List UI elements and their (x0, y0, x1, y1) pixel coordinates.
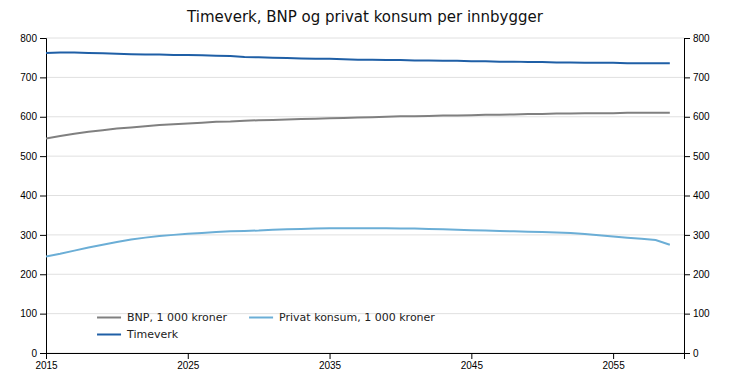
y-axis-tick: 200 (20, 269, 46, 280)
x-axis-tick-label: 2015 (35, 360, 58, 371)
legend-label: BNP, 1 000 kroner (127, 311, 228, 324)
y2-axis-tick-mark (684, 235, 690, 236)
y-axis-tick-mark (40, 235, 46, 236)
y2-axis-tick-label: 100 (693, 308, 710, 319)
y-axis-line (40, 39, 47, 354)
chart-title: Timeverk, BNP og privat konsum per innby… (186, 8, 544, 26)
y-axis-tick-label: 600 (20, 111, 37, 122)
x-axis-tick: 2035 (319, 353, 342, 371)
y2-axis: 0 100 200 300 400 500 600 700 800 (684, 33, 710, 359)
series-group (46, 53, 670, 257)
grid-line (46, 38, 684, 39)
x-axis-tick: 2025 (177, 353, 200, 371)
y-axis-tick: 800 (20, 33, 46, 44)
y-axis-tick-mark (40, 196, 46, 197)
x-axis-tick-label: 2055 (602, 360, 625, 371)
y2-axis-tick-mark (684, 117, 690, 118)
x-axis-tick-label: 2035 (319, 360, 342, 371)
legend-swatch (97, 334, 121, 336)
y-axis-tick-mark (40, 38, 46, 39)
chart-container: Timeverk, BNP og privat konsum per innby… (0, 0, 730, 381)
legend-item: Timeverk (97, 328, 179, 341)
y-axis-tick: 0 (31, 348, 46, 359)
x-axis-tick-mark (330, 353, 331, 359)
y2-axis-tick-label: 600 (693, 111, 710, 122)
y-axis-tick-mark (40, 117, 46, 118)
series-line (46, 228, 670, 256)
y2-axis-tick-label: 700 (693, 72, 710, 83)
y2-axis-tick-mark (684, 156, 690, 157)
legend-swatch (249, 317, 273, 319)
y-axis-tick-mark (40, 156, 46, 157)
y2-axis-tick: 0 (684, 348, 699, 359)
y-axis-tick-label: 100 (20, 308, 37, 319)
y2-axis-tick: 300 (684, 230, 710, 241)
y-axis-tick: 400 (20, 190, 46, 201)
y-axis-tick-label: 800 (20, 33, 37, 44)
grid (46, 38, 684, 353)
y-axis-tick: 300 (20, 230, 46, 241)
y2-axis-tick-mark (684, 353, 690, 354)
legend: BNP, 1 000 kroner Privat konsum, 1 000 kr… (97, 311, 435, 341)
y2-axis-tick-mark (684, 77, 690, 78)
y2-axis-tick: 700 (684, 72, 710, 83)
y-axis-tick: 500 (20, 151, 46, 162)
y2-axis-tick: 400 (684, 190, 710, 201)
y-axis-tick-label: 700 (20, 72, 37, 83)
x-axis-tick-label: 2045 (461, 360, 484, 371)
chart-svg: Timeverk, BNP og privat konsum per innby… (0, 0, 730, 381)
y2-axis-tick-mark (684, 274, 690, 275)
y-axis-tick-label: 400 (20, 190, 37, 201)
grid-line (46, 274, 684, 275)
y2-axis-tick-mark (684, 314, 690, 315)
y2-axis-line (685, 39, 691, 354)
y-axis-tick: 600 (20, 111, 46, 122)
legend-item: BNP, 1 000 kroner (97, 311, 228, 324)
legend-label: Timeverk (126, 328, 179, 341)
y2-axis-tick-label: 500 (693, 151, 710, 162)
series-line (46, 113, 670, 139)
y2-axis-tick-label: 300 (693, 230, 710, 241)
grid-line (46, 77, 684, 78)
y-axis-tick-label: 200 (20, 269, 37, 280)
y2-axis-tick-mark (684, 38, 690, 39)
y2-axis-tick-label: 0 (693, 348, 699, 359)
y2-axis-tick-mark (684, 196, 690, 197)
y-axis-tick-mark (40, 314, 46, 315)
y2-axis-tick: 100 (684, 308, 710, 319)
y-axis-tick-mark (40, 353, 46, 354)
legend-label: Privat konsum, 1 000 kroner (279, 311, 435, 324)
y-axis-tick-label: 0 (31, 348, 37, 359)
x-axis-tick-mark (613, 353, 614, 359)
y-axis-tick-label: 500 (20, 151, 37, 162)
legend-item: Privat konsum, 1 000 kroner (249, 311, 435, 324)
grid-line (46, 156, 684, 157)
x-axis-tick-mark (188, 353, 189, 359)
plot-area: 2015 2025 2035 2045 2055 0 100 200 300 400 500 600 7… (20, 33, 710, 371)
series-line (46, 53, 670, 64)
x-axis-tick: 2055 (602, 353, 625, 371)
y-axis-tick: 700 (20, 72, 46, 83)
grid-line (46, 195, 684, 196)
y-axis: 0 100 200 300 400 500 600 700 800 (20, 33, 46, 359)
y2-axis-tick-label: 200 (693, 269, 710, 280)
x-axis-line (47, 354, 685, 360)
x-axis-tick-mark (471, 353, 472, 359)
y-axis-tick-mark (40, 274, 46, 275)
x-axis-tick: 2045 (461, 353, 484, 371)
legend-swatch (97, 317, 121, 319)
y2-axis-tick: 800 (684, 33, 710, 44)
y-axis-tick-mark (40, 77, 46, 78)
y2-axis-tick: 600 (684, 111, 710, 122)
y-axis-tick: 100 (20, 308, 46, 319)
x-axis-tick-label: 2025 (177, 360, 200, 371)
x-axis-tick: 2015 (35, 353, 58, 371)
y-axis-tick-label: 300 (20, 230, 37, 241)
y2-axis-tick-label: 400 (693, 190, 710, 201)
y2-axis-tick-label: 800 (693, 33, 710, 44)
y2-axis-tick: 200 (684, 269, 710, 280)
x-axis: 2015 2025 2035 2045 2055 (35, 353, 684, 371)
y2-axis-tick: 500 (684, 151, 710, 162)
